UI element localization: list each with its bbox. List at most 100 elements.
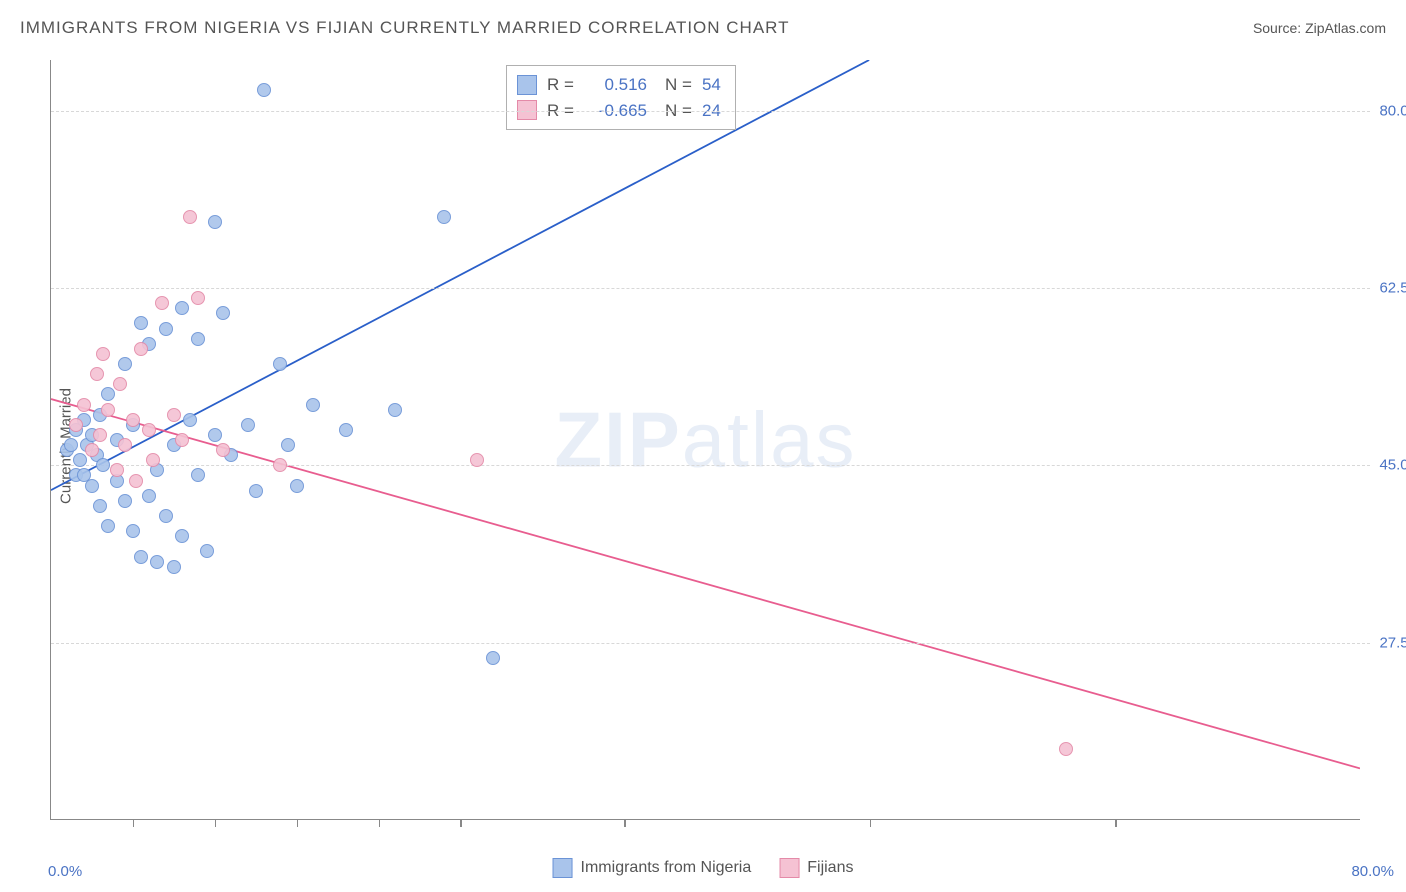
data-point bbox=[191, 291, 205, 305]
gridline-h bbox=[51, 288, 1370, 289]
legend-n-value: 54 bbox=[702, 72, 721, 98]
data-point bbox=[191, 332, 205, 346]
data-point bbox=[1059, 742, 1073, 756]
data-point bbox=[175, 433, 189, 447]
data-point bbox=[167, 560, 181, 574]
gridline-h bbox=[51, 111, 1370, 112]
data-point bbox=[90, 367, 104, 381]
correlation-legend: R =0.516N =54R =-0.665N =24 bbox=[506, 65, 736, 130]
trend-line bbox=[51, 399, 1360, 768]
x-tick bbox=[624, 819, 626, 827]
y-tick-label: 27.5% bbox=[1379, 634, 1406, 651]
data-point bbox=[77, 398, 91, 412]
data-point bbox=[257, 83, 271, 97]
data-point bbox=[142, 423, 156, 437]
x-axis-max-label: 80.0% bbox=[1351, 863, 1394, 880]
data-point bbox=[241, 418, 255, 432]
data-point bbox=[216, 443, 230, 457]
data-point bbox=[129, 474, 143, 488]
data-point bbox=[142, 489, 156, 503]
watermark: ZIPatlas bbox=[554, 394, 856, 485]
data-point bbox=[101, 519, 115, 533]
watermark-atlas: atlas bbox=[682, 395, 857, 483]
data-point bbox=[64, 438, 78, 452]
data-point bbox=[85, 479, 99, 493]
x-tick bbox=[870, 819, 872, 827]
data-point bbox=[85, 443, 99, 457]
data-point bbox=[273, 458, 287, 472]
legend-n-label: N = bbox=[665, 72, 692, 98]
data-point bbox=[200, 544, 214, 558]
data-point bbox=[93, 428, 107, 442]
x-tick bbox=[460, 819, 462, 827]
data-point bbox=[208, 428, 222, 442]
legend-r-value: 0.516 bbox=[587, 72, 647, 98]
data-point bbox=[126, 413, 140, 427]
data-point bbox=[208, 215, 222, 229]
data-point bbox=[281, 438, 295, 452]
data-point bbox=[146, 453, 160, 467]
data-point bbox=[126, 524, 140, 538]
data-point bbox=[339, 423, 353, 437]
data-point bbox=[486, 651, 500, 665]
x-axis-min-label: 0.0% bbox=[48, 863, 82, 880]
data-point bbox=[134, 550, 148, 564]
chart-container: IMMIGRANTS FROM NIGERIA VS FIJIAN CURREN… bbox=[0, 0, 1406, 892]
legend-swatch-icon bbox=[517, 75, 537, 95]
series-legend-item: Immigrants from Nigeria bbox=[553, 858, 752, 878]
data-point bbox=[69, 418, 83, 432]
data-point bbox=[273, 357, 287, 371]
data-point bbox=[167, 408, 181, 422]
watermark-zip: ZIP bbox=[554, 395, 681, 483]
data-point bbox=[93, 499, 107, 513]
trend-lines bbox=[51, 60, 1360, 819]
data-point bbox=[118, 494, 132, 508]
data-point bbox=[306, 398, 320, 412]
data-point bbox=[290, 479, 304, 493]
data-point bbox=[470, 453, 484, 467]
legend-row: R = 0.516 N = 54 bbox=[517, 72, 721, 98]
data-point bbox=[183, 413, 197, 427]
data-point bbox=[437, 210, 451, 224]
data-point bbox=[150, 555, 164, 569]
data-point bbox=[96, 458, 110, 472]
data-point bbox=[249, 484, 263, 498]
data-point bbox=[96, 347, 110, 361]
x-tick bbox=[215, 819, 217, 827]
data-point bbox=[183, 210, 197, 224]
legend-r-label: R = bbox=[547, 72, 577, 98]
y-tick-label: 62.5% bbox=[1379, 280, 1406, 297]
y-tick-label: 80.0% bbox=[1379, 102, 1406, 119]
data-point bbox=[73, 453, 87, 467]
series-legend-label: Fijians bbox=[807, 859, 853, 877]
chart-title: IMMIGRANTS FROM NIGERIA VS FIJIAN CURREN… bbox=[20, 18, 790, 38]
source-label: Source: ZipAtlas.com bbox=[1253, 20, 1386, 36]
series-legend: Immigrants from Nigeria Fijians bbox=[553, 858, 854, 878]
plot-area: ZIPatlas R =0.516N =54R =-0.665N =24 27.… bbox=[50, 60, 1360, 820]
series-legend-item: Fijians bbox=[779, 858, 853, 878]
x-tick bbox=[297, 819, 299, 827]
data-point bbox=[134, 316, 148, 330]
data-point bbox=[113, 377, 127, 391]
y-tick-label: 45.0% bbox=[1379, 457, 1406, 474]
data-point bbox=[118, 438, 132, 452]
data-point bbox=[155, 296, 169, 310]
data-point bbox=[101, 387, 115, 401]
legend-swatch-icon bbox=[553, 858, 573, 878]
data-point bbox=[191, 468, 205, 482]
data-point bbox=[159, 322, 173, 336]
data-point bbox=[118, 357, 132, 371]
data-point bbox=[110, 463, 124, 477]
gridline-h bbox=[51, 465, 1370, 466]
series-legend-label: Immigrants from Nigeria bbox=[581, 859, 752, 877]
data-point bbox=[175, 301, 189, 315]
x-tick bbox=[133, 819, 135, 827]
legend-swatch-icon bbox=[779, 858, 799, 878]
x-tick bbox=[379, 819, 381, 827]
data-point bbox=[216, 306, 230, 320]
data-point bbox=[134, 342, 148, 356]
data-point bbox=[175, 529, 189, 543]
trend-line bbox=[51, 60, 869, 490]
data-point bbox=[388, 403, 402, 417]
data-point bbox=[101, 403, 115, 417]
